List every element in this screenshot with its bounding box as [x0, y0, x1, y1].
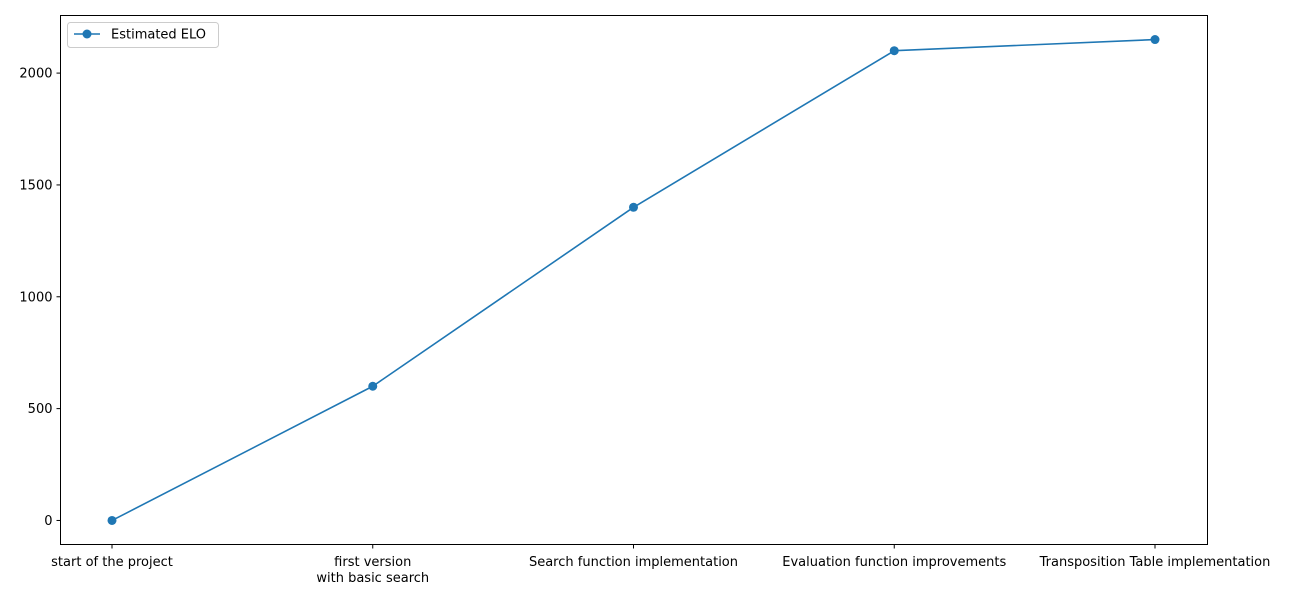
x-tick-label: Evaluation function improvements — [782, 555, 1006, 570]
legend-marker-swatch — [82, 29, 92, 39]
y-tick-label: 1500 — [19, 178, 52, 193]
x-axis: start of the project first version with ba… — [51, 544, 1271, 586]
data-point — [1150, 35, 1160, 45]
legend-box — [67, 22, 219, 48]
plot-frame — [60, 15, 1208, 545]
data-point — [889, 46, 899, 56]
series-line — [111, 38, 1156, 522]
data-point — [629, 202, 638, 212]
x-tick-label: first version with basic search — [316, 555, 429, 586]
y-tick-label: 500 — [28, 402, 53, 417]
y-axis: 0 500 1000 1500 2000 — [19, 67, 61, 529]
legend-label: Estimated ELO — [111, 28, 206, 43]
series-layer — [107, 35, 1160, 525]
x-tick-label: Search function implementation — [529, 555, 738, 570]
y-tick-label: 1000 — [19, 290, 52, 305]
y-tick-label: 0 — [44, 514, 52, 529]
data-point — [107, 515, 117, 525]
data-point — [368, 381, 378, 391]
y-tick-label: 2000 — [19, 67, 52, 82]
x-tick-label: start of the project — [51, 555, 173, 570]
legend: Estimated ELO — [67, 22, 219, 48]
x-tick-label: Transposition Table implementation — [1039, 555, 1271, 570]
